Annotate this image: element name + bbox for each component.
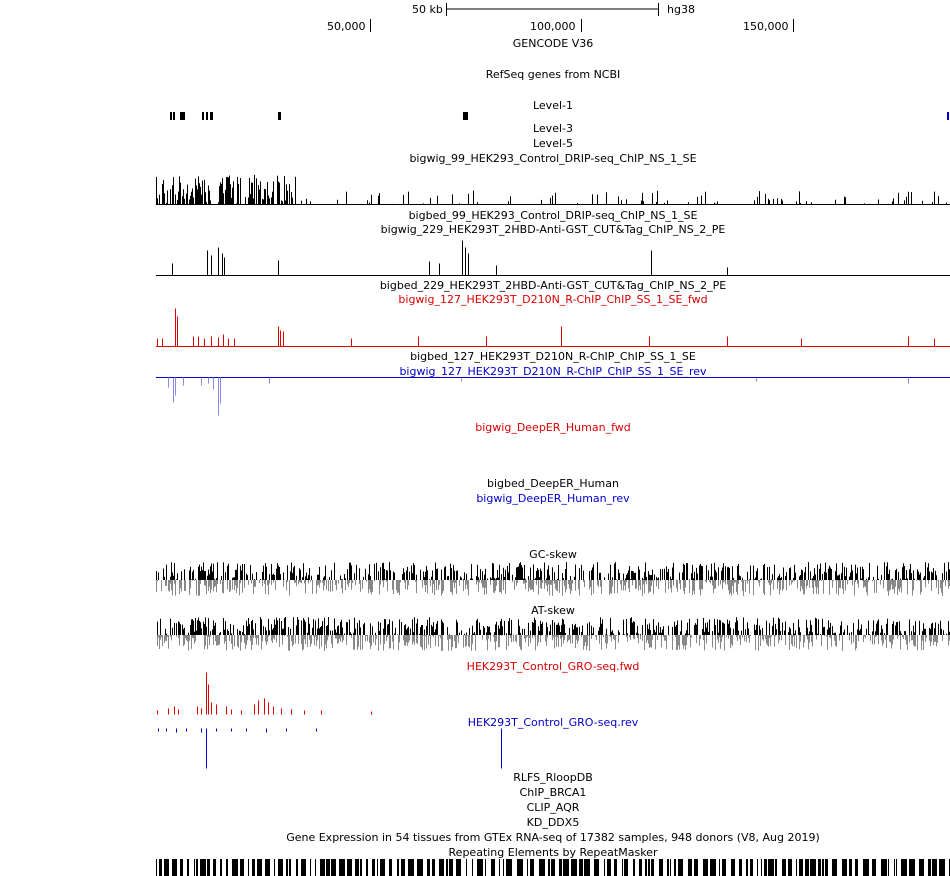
track-label-bigwig-229[interactable]: bigwig_229_HEK293T_2HBD-Anti-GST_CUT&Tag… [380,223,726,236]
track-label-bigwig-99[interactable]: bigwig_99_HEK293_Control_DRIP-seq_ChIP_N… [409,152,697,165]
track-label-bigbed-127[interactable]: bigbed_127_HEK293T_D210N_R-ChIP_ChIP_SS_… [410,350,696,363]
bigwig-127-rev-signal[interactable] [156,377,950,419]
track-label-repeatmasker[interactable]: Repeating Elements by RepeatMasker [448,846,658,859]
track-label-deeper-rev[interactable]: bigwig_DeepER_Human_rev [476,492,630,505]
repeatmasker-track[interactable] [156,859,950,876]
gro-rev-signal[interactable] [156,728,950,772]
bigwig-99-signal[interactable] [156,165,950,205]
track-label-deeper-fwd[interactable]: bigwig_DeepER_Human_fwd [475,421,631,434]
track-label-gtex[interactable]: Gene Expression in 54 tissues from GTEx … [286,831,820,844]
track-label-chip-brca1[interactable]: ChIP_BRCA1 [519,786,587,799]
track-label-bigwig-127-fwd[interactable]: bigwig_127_HEK293T_D210N_R-ChIP_ChIP_SS_… [398,293,708,306]
track-label-level5[interactable]: Level-5 [532,137,573,150]
track-label-bigbed-99[interactable]: bigbed_99_HEK293_Control_DRIP-seq_ChIP_N… [408,209,698,222]
scale-bar-label: 50 kb [412,3,443,16]
scale-bar [370,3,794,32]
track-label-bigwig-127-rev[interactable]: bigwig_127_HEK293T_D210N_R-ChIP_ChIP_SS_… [399,365,707,378]
bigwig-229-signal[interactable] [156,236,950,276]
track-label-gencode[interactable]: GENCODE V36 [512,37,594,50]
tick-label-100000: 100,000 [530,20,576,33]
track-label-gro-fwd[interactable]: HEK293T_Control_GRO-seq.fwd [466,660,640,673]
track-label-clip-aqr[interactable]: CLIP_AQR [526,801,580,814]
base-position-ruler[interactable]: 50 kb hg38 50,000 100,000 150,000 [0,0,950,50]
assembly-label: hg38 [667,3,695,16]
at-skew-signal[interactable] [156,615,950,657]
gc-skew-signal[interactable] [156,560,950,602]
tick-label-50000: 50,000 [327,20,366,33]
track-label-refseq[interactable]: RefSeq genes from NCBI [485,68,621,81]
track-label-deeper-bigbed[interactable]: bigbed_DeepER_Human [486,477,619,490]
track-label-gc-skew[interactable]: GC-skew [529,548,577,561]
level1-track[interactable] [156,111,950,121]
track-label-level1[interactable]: Level-1 [532,99,573,112]
track-label-at-skew[interactable]: AT-skew [531,604,575,617]
track-label-gro-rev[interactable]: HEK293T_Control_GRO-seq.rev [467,716,639,729]
track-label-kd-ddx5[interactable]: KD_DDX5 [526,816,580,829]
bigwig-127-fwd-signal[interactable] [156,305,950,347]
track-label-level3[interactable]: Level-3 [532,122,573,135]
gro-fwd-signal[interactable] [156,671,950,715]
track-label-rlfs[interactable]: RLFS_RloopDB [513,771,593,784]
tick-label-150000: 150,000 [743,20,789,33]
track-label-bigbed-229[interactable]: bigbed_229_HEK293T_2HBD-Anti-GST_CUT&Tag… [379,279,727,292]
